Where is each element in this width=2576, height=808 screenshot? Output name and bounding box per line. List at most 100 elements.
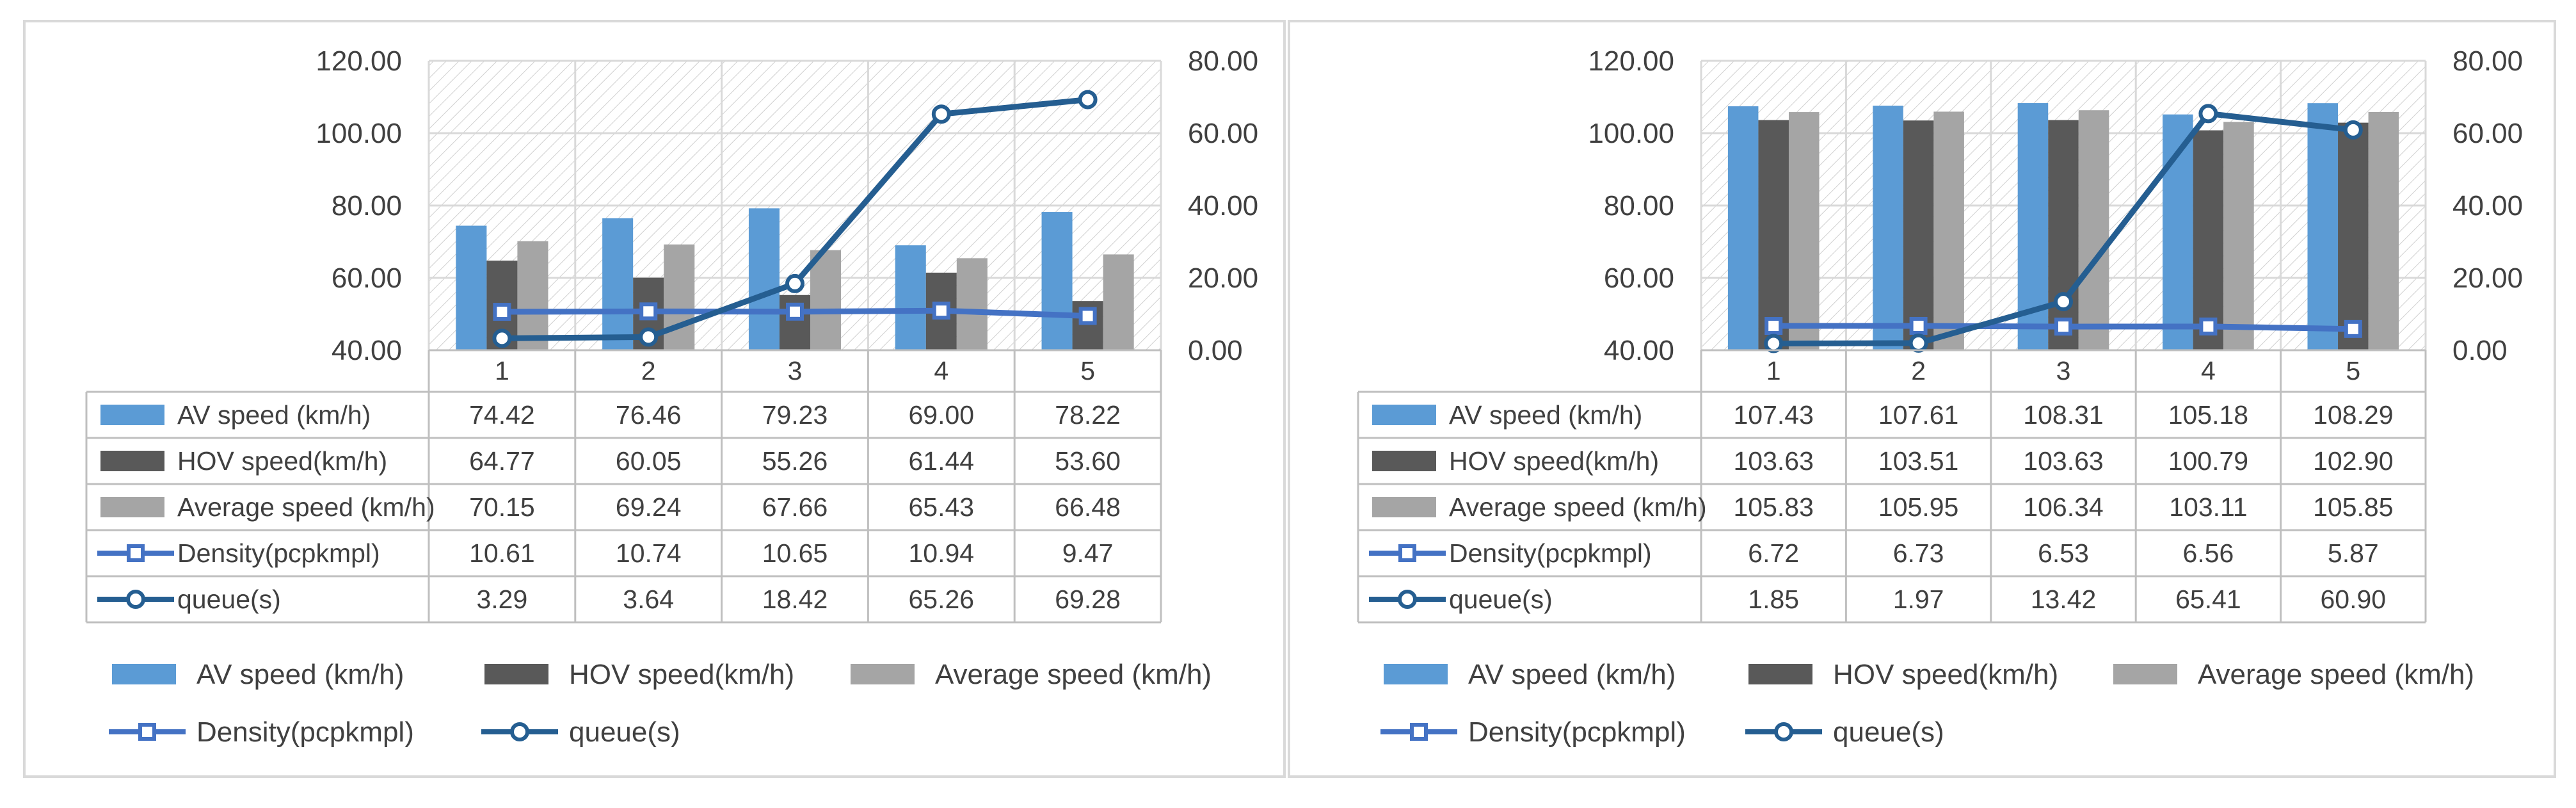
- line-point: [1078, 90, 1098, 109]
- table-series-name: HOV speed(km/h): [1449, 446, 1659, 476]
- data-label: 60.05: [616, 446, 682, 476]
- y2-tick-label: 0.00: [2452, 335, 2508, 366]
- bar: [2307, 103, 2339, 350]
- table-legend-key: [100, 497, 164, 517]
- data-label: 107.43: [1733, 400, 1813, 430]
- legend-label: HOV speed(km/h): [569, 659, 794, 690]
- combo-chart-right: 40.00 0.00 60.00 20.00 80.00 40.00 100.00 60.00…: [1288, 20, 2556, 778]
- bar: [2368, 111, 2399, 350]
- data-label: 10.61: [469, 538, 535, 568]
- data-label: 103.11: [2169, 492, 2247, 522]
- y-tick-label: 80.00: [1604, 190, 1674, 222]
- bar-series-2: [1788, 110, 2399, 351]
- chart-panel-right: 40.00 0.00 60.00 20.00 80.00 40.00 100.00 60.00…: [1288, 0, 2576, 808]
- legend-label: queue(s): [569, 716, 680, 748]
- x-tick-label: 3: [2056, 356, 2071, 385]
- data-label: 18.42: [762, 585, 828, 614]
- data-label: 76.46: [616, 400, 682, 430]
- line-point: [2054, 292, 2073, 312]
- y-tick-label: 80.00: [332, 190, 402, 222]
- legend-key-marker: [510, 722, 529, 741]
- legend-item: AV speed (km/h): [112, 659, 404, 690]
- data-label: 105.83: [1733, 492, 1813, 522]
- line-point: [493, 303, 511, 321]
- table-legend-key: [1372, 451, 1436, 471]
- bar-series-1: [1758, 120, 2369, 351]
- data-label: 6.56: [2182, 538, 2234, 568]
- line-point: [931, 104, 951, 124]
- bar: [2338, 122, 2369, 351]
- legend: AV speed (km/h) HOV speed(km/h) Average sp…: [1380, 659, 2474, 748]
- line-series-3: [493, 302, 1097, 325]
- y2-tick-label: 60.00: [2452, 118, 2523, 149]
- y-tick-label: 120.00: [316, 45, 402, 77]
- x-tick-label: 1: [495, 356, 509, 385]
- data-label: 60.90: [2320, 585, 2386, 614]
- bar: [1103, 254, 1134, 350]
- legend-label: AV speed (km/h): [196, 659, 404, 690]
- data-label: 103.63: [1733, 446, 1813, 476]
- data-label: 108.31: [2023, 400, 2103, 430]
- data-label: 105.95: [1878, 492, 1958, 522]
- data-label: 108.29: [2313, 400, 2393, 430]
- data-label: 67.66: [762, 492, 828, 522]
- table-legend-key-marker: [1398, 544, 1416, 562]
- legend-label: Density(pcpkmpl): [196, 716, 414, 748]
- bar: [2223, 122, 2254, 350]
- data-table: 1 2 3 4 5 AV speed (km/h) 107.43 107.61 108.31 10…: [1357, 349, 2427, 624]
- table-series-name: queue(s): [1449, 585, 1553, 614]
- y2-tick-label: 0.00: [1188, 335, 1243, 366]
- y2-tick-label: 40.00: [2452, 190, 2523, 222]
- y2-tick-label: 80.00: [1188, 45, 1258, 77]
- data-label: 107.61: [1878, 400, 1958, 430]
- data-label: 69.28: [1055, 585, 1121, 614]
- data-label: 66.48: [1055, 492, 1121, 522]
- legend-item: Density(pcpkmpl): [109, 716, 414, 748]
- bar: [664, 244, 695, 350]
- legend-key: [851, 664, 915, 684]
- data-label: 65.26: [908, 585, 974, 614]
- data-label: 105.85: [2313, 492, 2393, 522]
- line-point: [1909, 316, 1928, 335]
- y-tick-label: 40.00: [332, 335, 402, 366]
- data-label: 10.94: [908, 538, 974, 568]
- bar: [602, 218, 634, 350]
- line-point: [1908, 333, 1928, 353]
- legend-item: Average speed (km/h): [2113, 659, 2474, 690]
- legend-key: [1748, 664, 1812, 684]
- x-tick-label: 2: [641, 356, 656, 385]
- x-tick-label: 5: [1080, 356, 1095, 385]
- bar: [2048, 120, 2079, 351]
- data-label: 70.15: [469, 492, 535, 522]
- bar: [456, 225, 487, 350]
- data-label: 6.72: [1748, 538, 1799, 568]
- bar: [810, 250, 842, 350]
- y2-tick-label: 80.00: [2452, 45, 2523, 77]
- legend-key: [2113, 664, 2177, 684]
- legend-item: Density(pcpkmpl): [1380, 716, 1686, 748]
- line-point: [1764, 317, 1783, 335]
- data-label: 61.44: [908, 446, 974, 476]
- table-series-name: HOV speed(km/h): [177, 446, 387, 476]
- y-tick-label: 100.00: [316, 118, 402, 149]
- legend-key: [1384, 664, 1448, 684]
- data-label: 103.51: [1878, 446, 1958, 476]
- data-label: 64.77: [469, 446, 535, 476]
- legend-item: queue(s): [481, 716, 680, 748]
- table-series-name: AV speed (km/h): [177, 400, 371, 430]
- y2-tick-label: 20.00: [2452, 263, 2523, 294]
- table-legend-key: [1372, 497, 1436, 517]
- table-legend-key-marker: [1398, 590, 1417, 609]
- bar: [1727, 106, 1759, 350]
- data-label: 53.60: [1055, 446, 1121, 476]
- legend-item: Average speed (km/h): [851, 659, 1212, 690]
- x-tick-label: 3: [788, 356, 803, 385]
- y2-tick-label: 40.00: [1188, 190, 1258, 222]
- bar-series-0: [456, 208, 1073, 350]
- legend: AV speed (km/h) HOV speed(km/h) Average sp…: [109, 659, 1212, 748]
- data-label: 6.73: [1893, 538, 1944, 568]
- chart-panel-left: 40.00 0.00 60.00 20.00 80.00 40.00 100.00 60.00…: [23, 20, 1286, 778]
- y2-tick-label: 60.00: [1188, 118, 1258, 149]
- data-label: 65.43: [908, 492, 974, 522]
- y-tick-label: 100.00: [1588, 118, 1674, 149]
